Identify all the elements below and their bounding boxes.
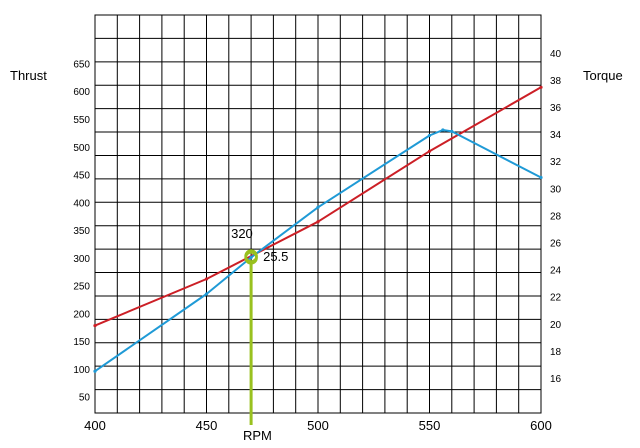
y-right-tick-label: 32 [550, 157, 562, 168]
series-layer [93, 85, 543, 373]
y-left-tick-label: 650 [73, 59, 90, 70]
y-axis-left-label: Thrust [10, 68, 47, 83]
y-axis-right-label: Torque [583, 68, 623, 83]
x-axis-label: RPM [243, 428, 272, 443]
y-right-tick-label: 16 [550, 374, 562, 385]
series-2-point [427, 133, 432, 138]
y-right-tick-label: 24 [550, 266, 562, 277]
series-2-point [204, 292, 209, 296]
y-right-tick-label: 36 [550, 103, 562, 114]
annotation-label: 25.5 [263, 249, 288, 264]
y-right-tick-label: 20 [550, 320, 562, 331]
series-2-point [450, 129, 454, 133]
series-1-point [539, 85, 543, 89]
y-right-tick-label: 18 [550, 347, 562, 358]
y-left-tick-label: 500 [73, 143, 90, 154]
y-left-tick-label: 100 [73, 365, 90, 376]
series-2-point [93, 369, 97, 373]
y-left-tick-label: 550 [73, 115, 90, 126]
y-left-tick-label: 200 [73, 309, 90, 320]
x-tick-label: 450 [196, 418, 218, 433]
series-2-point [316, 205, 320, 209]
y-left-tick-label: 600 [73, 87, 90, 98]
y-right-tick-label: 26 [550, 239, 562, 250]
series-1-point [427, 149, 432, 153]
y-left-tick-label: 50 [79, 393, 91, 404]
y-left-tick-label: 350 [73, 226, 90, 237]
y-right-tick-label: 30 [550, 184, 562, 195]
series-1-point [93, 324, 97, 328]
series-2-point [441, 128, 445, 132]
tick-layer: 400 450 500 550 600 50 100 150 200 250 300 350 400 45… [73, 49, 561, 433]
y-right-tick-label: 22 [550, 293, 562, 304]
grid [94, 14, 542, 414]
y-left-tick-label: 400 [73, 198, 90, 209]
annotation-label: 320 [231, 226, 253, 241]
x-tick-label: 550 [419, 418, 441, 433]
y-left-tick-label: 250 [73, 282, 90, 293]
series-2-point [249, 255, 253, 260]
y-left-tick-label: 300 [73, 254, 90, 265]
y-right-tick-label: 38 [550, 76, 562, 87]
series-2-point [539, 175, 543, 180]
marker-layer: 320 25.5 [231, 226, 288, 425]
series-1-point [316, 220, 320, 224]
y-right-tick-label: 40 [550, 49, 562, 60]
y-right-tick-label: 28 [550, 211, 562, 222]
series-1-point [204, 277, 209, 281]
x-tick-label: 400 [84, 418, 106, 433]
y-left-tick-label: 450 [73, 171, 90, 182]
y-right-tick-label: 34 [550, 130, 562, 141]
x-tick-label: 500 [307, 418, 329, 433]
y-left-tick-label: 150 [73, 337, 90, 348]
annotation-marker [244, 249, 258, 263]
x-tick-label: 600 [530, 418, 552, 433]
